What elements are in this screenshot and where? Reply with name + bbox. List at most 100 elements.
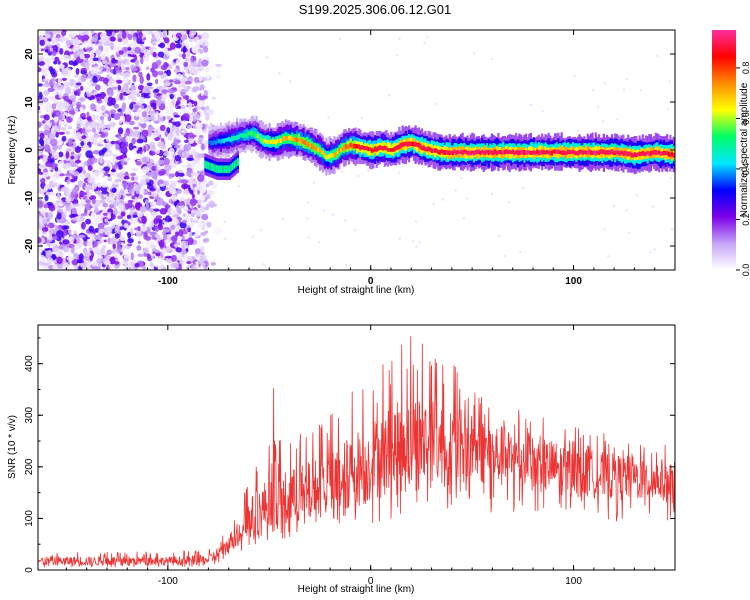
noise-speckle [136,37,143,44]
noise-speckle [171,195,178,202]
ridge-peak [373,147,379,151]
noise-speckle [43,129,51,136]
noise-speckle [49,57,55,61]
noise-speckle [169,30,174,36]
faint-speckle [423,41,426,44]
noise-speckle [139,116,145,122]
noise-speckle [95,215,100,223]
faint-speckle [667,108,670,111]
noise-speckle [134,59,140,67]
faint-speckle [507,200,511,204]
noise-speckle [201,213,209,221]
noise-speckle [80,261,88,269]
noise-speckle [79,54,85,60]
ridge-peak [672,153,675,157]
faint-speckle [490,192,494,196]
noise-speckle [177,175,185,180]
ridge-cell-l4 [670,151,674,157]
faint-speckle [397,171,401,174]
noise-speckle [187,163,192,168]
noise-speckle [133,116,139,121]
ridge-cell-l4 [656,150,659,156]
noise-speckle [91,265,99,270]
noise-speckle [157,223,164,231]
noise-speckle [118,50,124,55]
noise-speckle [127,47,132,51]
noise-speckle [192,219,199,224]
ridge-cell-l4 [239,133,242,138]
noise-speckle [149,158,154,164]
noise-speckle [161,30,169,38]
noise-speckle [208,200,216,208]
faint-speckle [653,248,657,251]
noise-speckle [107,173,111,177]
ridge-cell-l4 [253,132,256,137]
colorbar-label: Normalized spectral amplitude [739,82,750,217]
noise-speckle [174,121,181,127]
ridge-cell-l4 [300,138,304,143]
noise-speckle [43,156,47,164]
ridge-cell-l4 [260,137,263,142]
ridge-cell-l4 [356,144,359,149]
noise-speckle [55,37,63,43]
noise-speckle [140,57,144,65]
faint-speckle [432,202,435,206]
noise-speckle [207,65,215,69]
noise-speckle [124,72,131,77]
noise-speckle [132,74,137,83]
ridge-cell-l4 [440,149,443,154]
noise-speckle [129,120,135,126]
noise-speckle [82,169,86,175]
faint-speckle [281,217,284,221]
noise-speckle [80,191,88,196]
ridge-peak [515,150,521,154]
noise-speckle [56,192,61,200]
snr-x-ticks: -100 0 100 [65,325,676,587]
noise-speckle [54,166,59,172]
faint-speckle [307,201,310,204]
ridge-cell-l4 [589,150,592,155]
noise-speckle [113,103,120,109]
x-tick-label: 100 [565,576,582,587]
snr-line [38,336,675,568]
noise-speckle [167,122,173,128]
noise-speckle [79,181,84,187]
faint-speckle [669,177,673,180]
noise-speckle [160,64,168,71]
noise-speckle [80,221,86,230]
noise-speckle [85,47,92,52]
noise-speckle [99,138,103,145]
ridge-cell-l4 [268,140,271,145]
noise-speckle [189,134,197,138]
noise-speckle [71,258,79,266]
noise-speckle [100,247,106,255]
noise-speckle [136,150,141,154]
branch-cell-l2 [207,161,210,170]
noise-speckle [80,212,88,217]
noise-speckle [159,264,166,270]
faint-speckle [460,177,463,180]
noise-speckle [121,31,127,39]
ridge-cell-l4 [411,141,414,146]
noise-speckle [200,106,206,111]
noise-speckle [157,30,162,33]
ridge-peak [601,150,607,154]
noise-speckle [201,262,206,268]
faint-speckle [262,263,265,266]
noise-speckle [38,228,43,235]
noise-speckle [138,85,144,91]
noise-speckle [207,109,215,115]
ridge-cell-l4 [325,155,328,160]
noise-speckle [38,67,42,73]
branch-cell-l2 [223,165,226,174]
branch-cell-l2 [212,163,215,172]
noise-speckle [187,124,192,129]
noise-speckle [83,53,91,59]
noise-speckle [142,54,150,62]
noise-speckle [127,182,135,190]
y-tick-label: 0 [24,567,35,573]
ridge-cell-l4 [245,133,248,138]
noise-speckle [128,142,134,151]
noise-speckle [159,86,163,91]
noise-speckle [53,115,59,123]
